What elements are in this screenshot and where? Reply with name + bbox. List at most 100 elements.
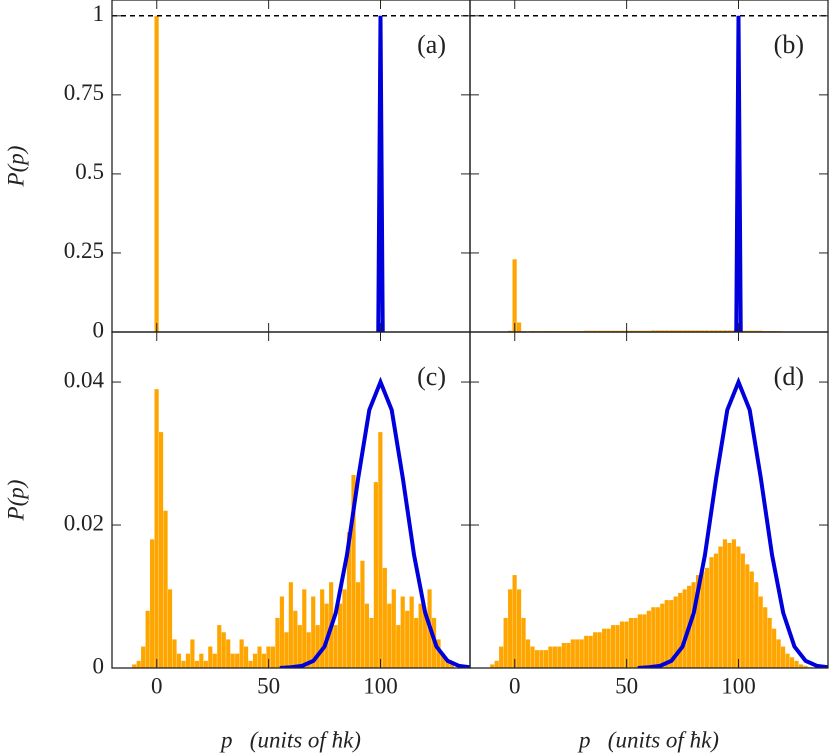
y-tick-label: 0 [93, 317, 105, 342]
histogram-bar [333, 625, 338, 668]
histogram-bar [373, 482, 378, 668]
histogram-bar [731, 539, 736, 668]
x-tick-label: 0 [151, 673, 163, 698]
histogram-bar [525, 639, 531, 668]
histogram-bar [136, 660, 141, 668]
histogram-bar [803, 665, 808, 668]
histogram-bar [691, 330, 696, 332]
panel-label: (b) [774, 30, 804, 59]
histogram-bar [440, 653, 446, 668]
histogram-bar [646, 610, 651, 668]
histogram-bar [418, 603, 423, 668]
histogram-bar [369, 617, 374, 668]
histogram-bar [655, 607, 660, 668]
y-tick-label: 1 [93, 1, 105, 26]
histogram-bar [306, 632, 311, 668]
histogram-bar [660, 603, 665, 668]
histogram-bar [704, 330, 710, 332]
histogram-bar [727, 542, 732, 668]
histogram-bar [320, 589, 325, 668]
histogram-bar [561, 642, 566, 668]
histogram-bar [252, 653, 258, 668]
histogram-bar [212, 653, 217, 668]
histogram-bar [718, 546, 723, 668]
y-axis-label: P(p) [3, 480, 28, 522]
histogram-bar [682, 330, 687, 332]
histogram-bar [767, 617, 772, 668]
curve [279, 376, 470, 668]
histogram-bar [566, 642, 571, 668]
histogram-bar [570, 639, 575, 668]
histogram-bar [288, 582, 293, 668]
histogram-bar [199, 653, 204, 668]
histogram-bar [163, 510, 168, 668]
histogram-bar [664, 330, 669, 332]
histogram-bar [579, 639, 584, 668]
histogram-bar [552, 646, 557, 668]
y-tick-label: 0 [93, 653, 105, 678]
histogram-bar [141, 646, 146, 668]
histogram-bar [257, 646, 262, 668]
curve [637, 376, 828, 668]
histogram-bar [261, 653, 267, 668]
histogram-bar [315, 625, 320, 668]
histogram-bar [203, 660, 208, 668]
histogram-bar [776, 639, 781, 668]
histogram-bar [619, 621, 625, 668]
histogram-bar [758, 596, 763, 668]
histogram-bar [284, 632, 289, 668]
histogram-bar [651, 607, 656, 668]
histogram-bar [745, 564, 750, 668]
histogram-bar [494, 660, 499, 668]
histogram-bar [297, 625, 302, 668]
histogram-bar [266, 646, 271, 668]
x-axis-label: p (units of ħk) [219, 727, 361, 752]
histogram-bar [557, 646, 562, 668]
y-tick-label: 0.25 [64, 238, 104, 263]
y-tick-label: 0.5 [75, 159, 104, 184]
histogram-bar [682, 589, 687, 668]
histogram-bar [678, 330, 683, 332]
histogram-bar [548, 646, 553, 668]
histogram-bar [293, 610, 298, 668]
histogram-bar [642, 614, 647, 668]
histogram-bar [700, 330, 705, 332]
histogram-bar [499, 646, 504, 668]
histogram-bar [275, 617, 280, 668]
histogram-bar [176, 653, 182, 668]
histogram-bar [789, 657, 795, 668]
histogram-bar [387, 603, 392, 668]
histogram-bar [172, 639, 177, 668]
panel-label: (c) [417, 362, 446, 391]
x-axis-label: p (units of ħk) [577, 727, 719, 752]
histogram-bar [449, 664, 455, 668]
histogram-bar [239, 639, 244, 668]
x-tick-label: 100 [721, 673, 756, 698]
histogram-bar [615, 625, 620, 668]
y-tick-label: 0.02 [64, 510, 104, 535]
histogram-bar [248, 660, 253, 668]
x-tick-label: 50 [615, 673, 638, 698]
histogram-bar [709, 557, 714, 668]
histogram-bar [302, 589, 307, 668]
histogram-bar [396, 625, 401, 668]
histogram-bar [516, 322, 522, 332]
histogram-bar [722, 539, 728, 668]
histogram-bar [145, 610, 150, 668]
curve [734, 15, 743, 332]
histogram-bar [718, 330, 723, 332]
histogram-bar [423, 610, 428, 668]
histogram-bar [713, 553, 719, 668]
histogram-bar [512, 575, 517, 668]
histogram-bar [637, 614, 642, 668]
histogram-bar [337, 603, 343, 668]
histogram-bar [763, 607, 768, 668]
histogram-bar [687, 330, 692, 332]
histogram-bar [150, 539, 155, 668]
histogram-bar [633, 617, 638, 668]
histogram-bar [798, 664, 804, 668]
plot-frame [469, 331, 829, 669]
histogram-bar [678, 592, 683, 668]
histogram-bar [445, 660, 450, 668]
